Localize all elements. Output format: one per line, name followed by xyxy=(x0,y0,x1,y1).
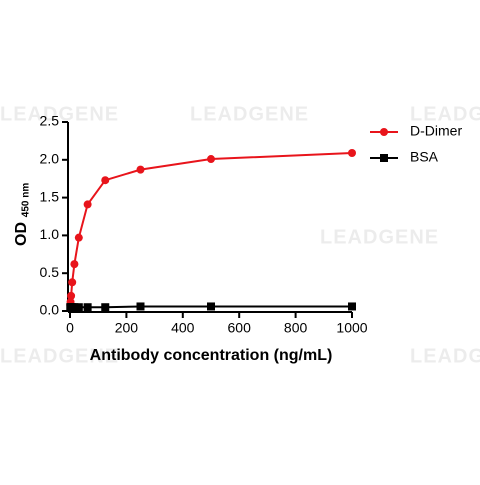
data-point xyxy=(207,155,215,164)
watermark: LEADGENE xyxy=(410,103,480,125)
data-point xyxy=(70,260,79,269)
x-tick-label: 800 xyxy=(284,320,308,336)
watermark: LEADGENE xyxy=(410,345,480,367)
data-point xyxy=(207,302,215,311)
data-point xyxy=(74,303,83,312)
data-point xyxy=(348,302,356,311)
legend-marker xyxy=(380,128,388,136)
data-point xyxy=(74,233,83,242)
x-tick-label: 200 xyxy=(115,320,139,336)
x-tick-label: 400 xyxy=(171,320,195,336)
data-point xyxy=(68,278,77,287)
data-point xyxy=(348,148,356,157)
data-point xyxy=(83,200,92,209)
y-axis-label-sub: 450 nm xyxy=(21,183,32,218)
y-tick-label: 1.0 xyxy=(40,226,60,242)
x-axis-label: Antibody concentration (ng/mL) xyxy=(90,347,333,364)
data-point xyxy=(136,165,145,174)
y-tick-label: 2.5 xyxy=(40,113,60,129)
data-point xyxy=(83,303,92,312)
watermark: LEADGENE xyxy=(190,103,309,125)
watermark: LEADGENE xyxy=(0,103,119,125)
x-tick-label: 1000 xyxy=(336,320,367,336)
data-point xyxy=(101,176,110,185)
legend-label: BSA xyxy=(410,149,439,165)
watermark: LEADGENE xyxy=(320,226,439,248)
y-axis-label: OD xyxy=(13,222,30,246)
y-tick-label: 0.5 xyxy=(40,264,60,280)
data-point xyxy=(136,302,145,311)
data-point xyxy=(101,303,110,312)
data-point xyxy=(67,291,76,300)
x-tick-label: 0 xyxy=(66,320,74,336)
y-tick-label: 1.5 xyxy=(40,188,60,204)
y-tick-label: 0.0 xyxy=(40,302,60,318)
y-tick-label: 2.0 xyxy=(40,151,60,167)
legend-label: D-Dimer xyxy=(410,123,462,139)
series-line xyxy=(69,151,353,306)
watermark: LEADGENE xyxy=(0,345,119,367)
data-point xyxy=(66,303,75,312)
x-tick-label: 600 xyxy=(228,320,252,336)
legend-marker xyxy=(380,154,388,162)
